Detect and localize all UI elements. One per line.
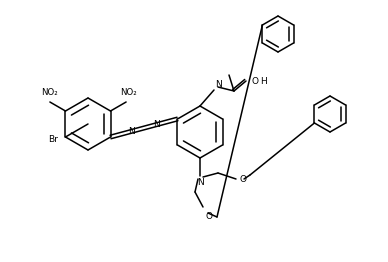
Text: N: N — [197, 178, 203, 187]
Text: N: N — [215, 80, 222, 89]
Text: NO₂: NO₂ — [120, 88, 137, 97]
Text: N: N — [153, 120, 159, 129]
Text: NO₂: NO₂ — [42, 88, 58, 97]
Text: N: N — [128, 127, 135, 136]
Text: O: O — [240, 176, 247, 184]
Text: O: O — [205, 212, 212, 221]
Text: H: H — [260, 77, 267, 85]
Text: Br: Br — [48, 135, 59, 145]
Text: O: O — [251, 77, 258, 85]
